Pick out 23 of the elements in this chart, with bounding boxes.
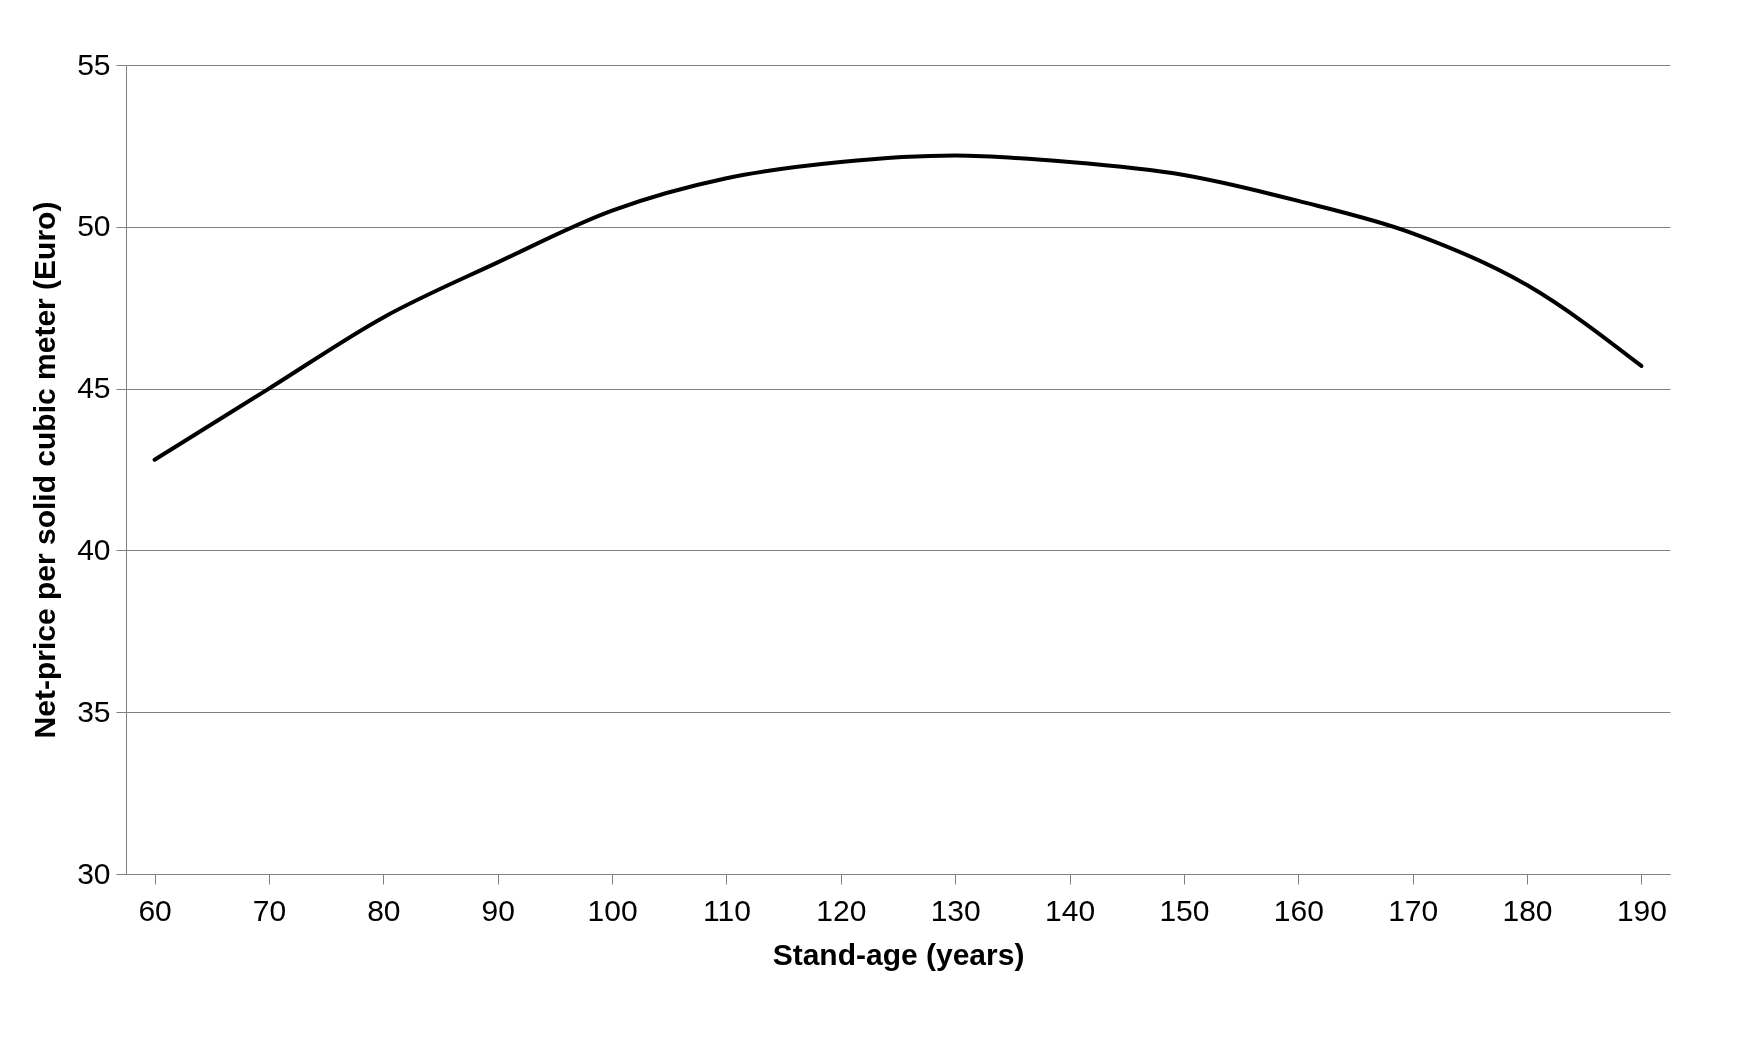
x-tick-label: 190 (1616, 893, 1667, 927)
x-tick-label: 140 (1045, 893, 1096, 927)
x-tick-label: 100 (587, 893, 638, 927)
x-tick-label: 80 (367, 893, 401, 927)
y-tick-label: 35 (77, 694, 111, 728)
x-tick-label: 180 (1502, 893, 1553, 927)
y-tick-label: 30 (77, 856, 111, 890)
x-tick-label: 130 (930, 893, 981, 927)
x-tick-label: 160 (1273, 893, 1324, 927)
x-tick-label: 60 (138, 893, 172, 927)
x-tick-label: 120 (816, 893, 867, 927)
line-series (152, 153, 1644, 462)
x-axis-title: Stand-age (years) (772, 937, 1025, 971)
x-tick-label: 170 (1388, 893, 1439, 927)
y-tick-label: 40 (77, 532, 111, 566)
y-axis-title: Net-price per solid cubic meter (Euro) (28, 201, 62, 739)
y-tick-label: 45 (77, 371, 111, 405)
x-tick-label: 110 (703, 893, 751, 927)
x-tick-label: 70 (252, 893, 287, 927)
y-tick-label: 50 (77, 209, 111, 243)
x-tick-label: 90 (481, 893, 515, 927)
x-tick-label: 150 (1159, 893, 1210, 927)
y-tick-label: 55 (77, 47, 111, 81)
